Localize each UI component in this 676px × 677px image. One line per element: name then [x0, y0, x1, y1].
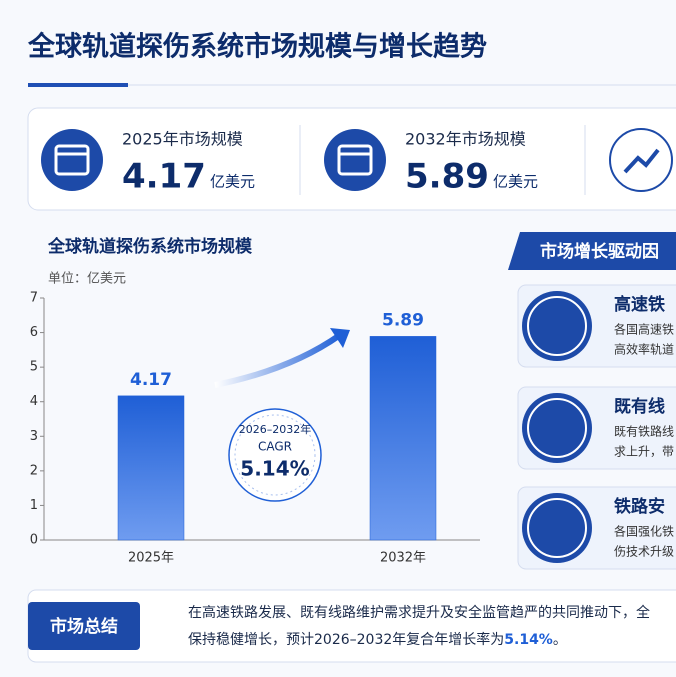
- x-tick-label: 2032年: [380, 551, 426, 566]
- drivers-panel: 市场增长驱动因: [508, 232, 676, 270]
- y-tick-label: 7: [30, 291, 38, 306]
- page-title: 全球轨道探伤系统市场规模与增长趋势: [27, 31, 487, 63]
- kpi-value: 4.17: [122, 157, 206, 197]
- driver-icon: [522, 291, 592, 361]
- kpi-icon: [41, 129, 103, 191]
- driver-text: 各国高速铁: [614, 322, 674, 337]
- kpi-unit: 亿美元: [210, 173, 255, 191]
- y-tick-label: 4: [30, 394, 38, 409]
- kpi-value: 5.89: [405, 157, 489, 197]
- driver-text: 求上升，带: [614, 445, 674, 459]
- kpi-label: 2025年市场规模: [122, 130, 243, 149]
- driver-icon-ring: [527, 398, 587, 458]
- y-tick-label: 0: [30, 533, 38, 548]
- driver-title: 既有线: [614, 396, 665, 417]
- driver-text: 既有铁路线: [614, 424, 674, 439]
- cagr-ring: [234, 414, 316, 496]
- summary-text: 。: [553, 632, 567, 648]
- arrow-head: [330, 328, 350, 348]
- title-underline: [28, 83, 128, 87]
- bar-value-label: 5.89: [382, 310, 424, 330]
- bar: [369, 336, 437, 541]
- kpi-icon: [324, 129, 386, 191]
- y-tick-label: 1: [30, 498, 38, 513]
- cagr-label: CAGR: [258, 440, 292, 454]
- growth-arrow: [214, 332, 342, 388]
- driver-icon: [522, 393, 592, 463]
- driver-text: 各国强化铁: [614, 524, 674, 539]
- summary-text: 保持稳健增长，预计2026–2032年复合年增长率为: [188, 631, 504, 648]
- driver-title: 高速铁: [614, 294, 665, 315]
- unit-label: 单位：亿美元: [48, 272, 126, 287]
- driver-icon-ring: [527, 296, 587, 356]
- kpi-label: 2032年市场规模: [405, 130, 526, 149]
- summary-text: 在高速铁路发展、既有线路维护需求提升及安全监管趋严的共同推动下，全: [188, 604, 650, 621]
- driver-title: 铁路安: [614, 496, 665, 517]
- kpi-icon: [609, 128, 673, 192]
- summary-label: 市场总结: [50, 616, 118, 637]
- chart-title: 全球轨道探伤系统市场规模: [47, 236, 253, 257]
- summary-label-box: [28, 602, 140, 650]
- drivers-header: [508, 232, 676, 270]
- cagr-badge: [228, 408, 322, 502]
- cagr-period: 2026–2032年: [239, 422, 312, 436]
- y-tick-label: 5: [30, 360, 38, 375]
- summary-text: 保持稳健增长，预计2026–2032年复合年增长率为5.14%。: [188, 631, 567, 648]
- summary-highlight: 5.14%: [504, 632, 553, 648]
- bar: [117, 395, 185, 541]
- kpi-unit: 亿美元: [493, 173, 538, 191]
- x-tick-label: 2025年: [128, 551, 174, 566]
- driver-icon: [522, 493, 592, 563]
- driver-text: 高效率轨道: [614, 342, 674, 357]
- chart: 全球轨道探伤系统市场规模 单位：亿美元 2026–2032年 CAGR 5.14…: [30, 236, 480, 566]
- cagr-value: 5.14%: [240, 457, 309, 481]
- driver-icon-ring: [527, 498, 587, 558]
- y-tick-label: 6: [30, 325, 38, 340]
- y-tick-label: 2: [30, 463, 38, 478]
- drivers-title: 市场增长驱动因: [540, 241, 659, 262]
- driver-text: 伤技术升级: [614, 545, 674, 559]
- bar-value-label: 4.17: [130, 370, 172, 390]
- y-tick-label: 3: [30, 429, 38, 444]
